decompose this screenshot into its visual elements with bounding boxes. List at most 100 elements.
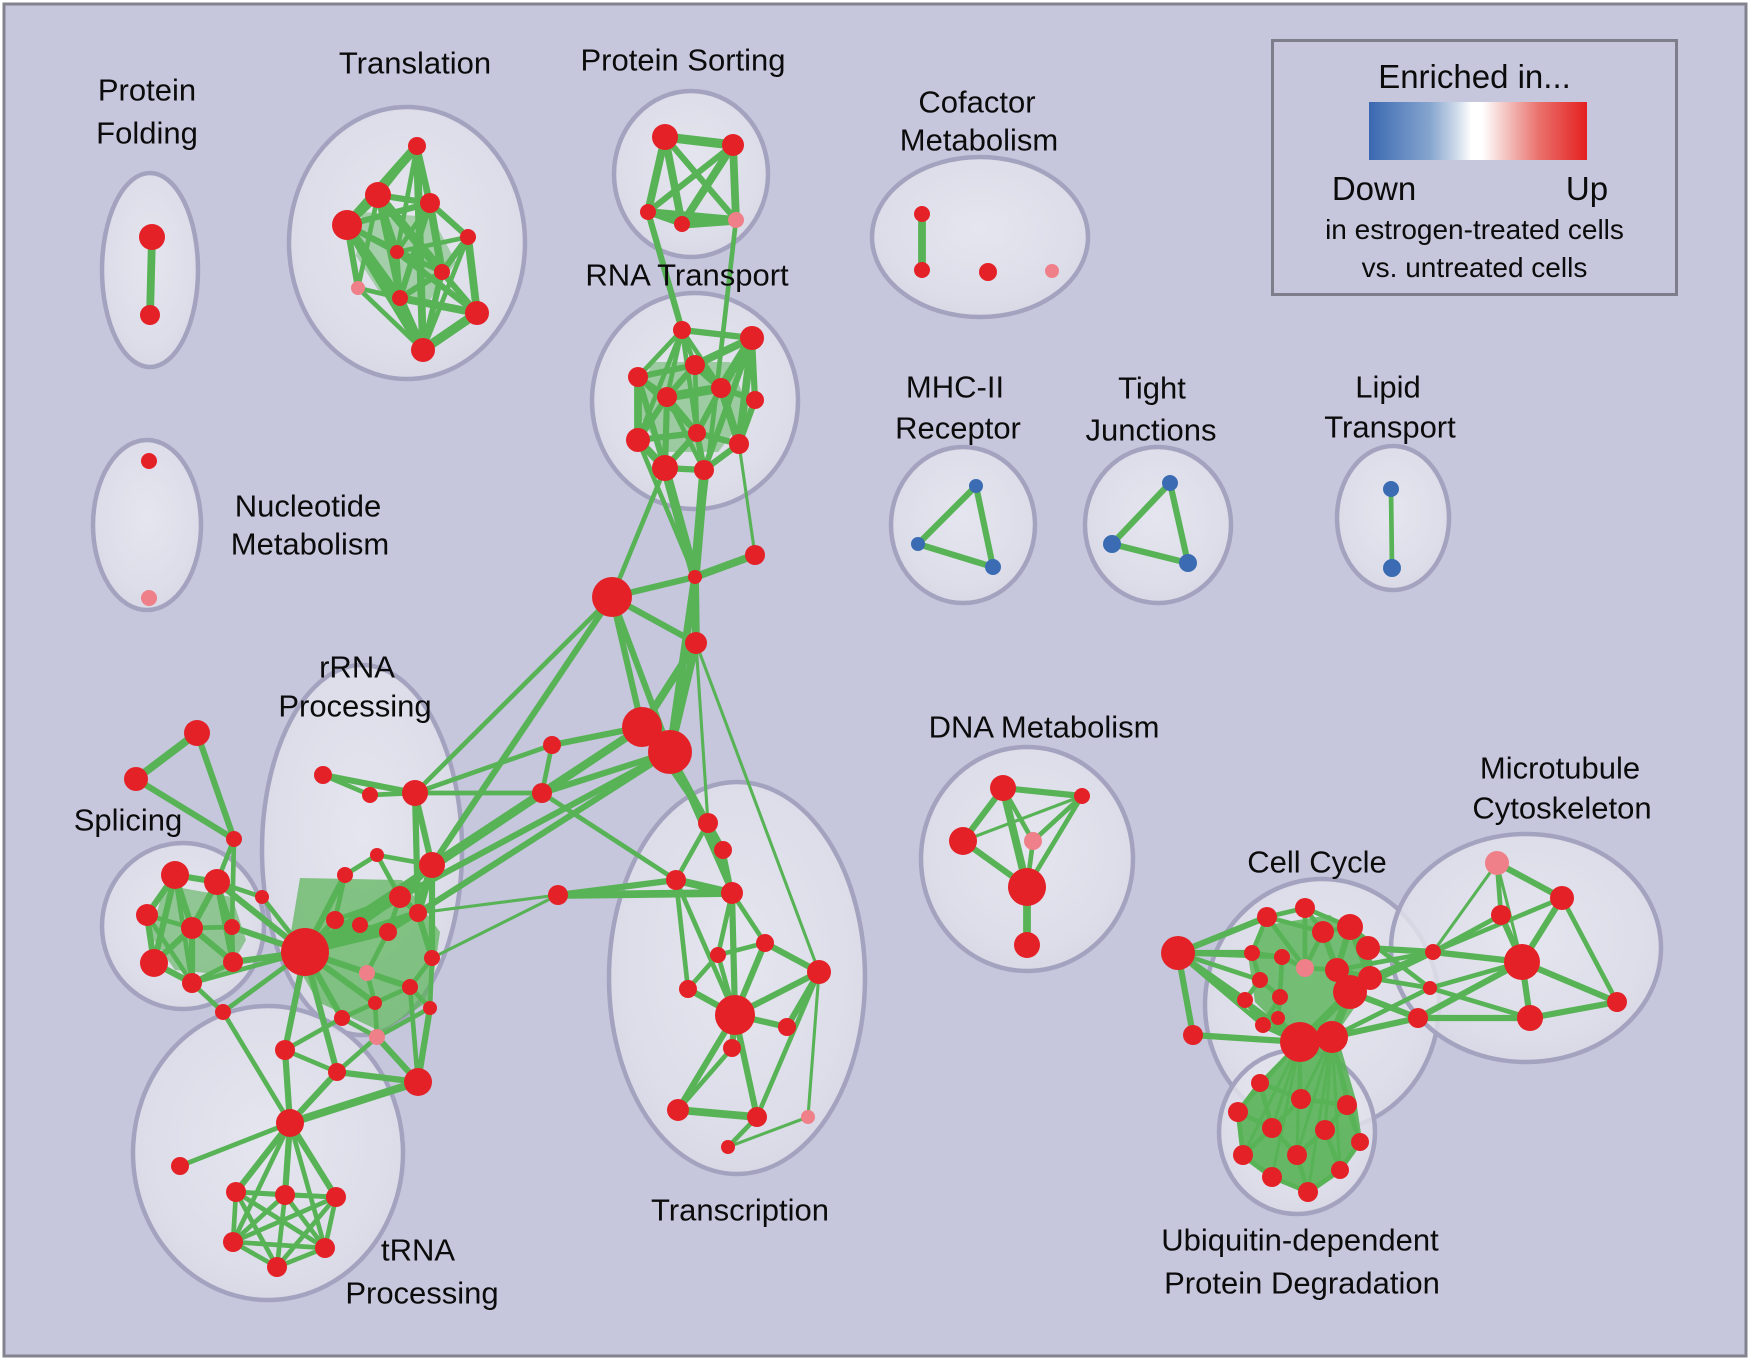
edge (673, 877, 738, 1018)
cluster-label-protein-sorting: Protein Sorting (580, 43, 785, 78)
edge (674, 1106, 761, 1121)
gene-set-node (1262, 1167, 1282, 1187)
edge (737, 442, 757, 557)
edge (1030, 793, 1085, 844)
gene-set-node (408, 137, 426, 155)
gene-set-node (1244, 945, 1260, 961)
gene-set-node (1272, 989, 1288, 1005)
gene-set-node (914, 262, 930, 278)
gene-set-node (911, 537, 925, 551)
gene-set-node (226, 831, 242, 847)
cluster-ellipse-protein-sorting (611, 88, 771, 260)
gene-set-node (275, 1185, 295, 1205)
gene-set-node (666, 870, 686, 890)
edge (355, 192, 381, 291)
cluster-label-ubiquitin-degradation: Ubiquitin-dependent (1161, 1223, 1439, 1258)
gene-set-node (543, 736, 561, 754)
gene-set-node (1351, 1133, 1369, 1151)
cluster-label-splicing: Splicing (74, 803, 183, 838)
gene-set-node (1162, 475, 1178, 491)
edge (644, 208, 686, 334)
cluster-label-lipid-transport: Lipid (1355, 370, 1421, 405)
nodes-layer (124, 124, 1627, 1277)
gene-set-node (979, 263, 997, 281)
gene-set-node (728, 212, 744, 228)
edge (232, 1119, 294, 1196)
gene-set-node (688, 424, 706, 442)
edge (301, 723, 646, 956)
gene-set-node (652, 124, 678, 150)
cluster-label-cell-cycle: Cell Cycle (1247, 845, 1387, 880)
gene-set-node (1228, 1102, 1248, 1122)
gene-set-node (368, 996, 382, 1010)
gene-set-node (182, 973, 202, 993)
edge (1559, 895, 1620, 1005)
gene-set-node (465, 301, 489, 325)
gene-set-node (1183, 1025, 1203, 1045)
gene-set-node (276, 1109, 304, 1137)
gene-set-node (1024, 832, 1042, 850)
gene-set-node (1298, 1182, 1318, 1202)
gene-set-node (1287, 1145, 1307, 1165)
gene-set-node (1325, 958, 1349, 982)
edge (287, 1120, 328, 1251)
gene-set-node (1383, 559, 1401, 577)
gene-set-node (1274, 949, 1290, 965)
gene-set-node (434, 264, 450, 280)
edge (972, 482, 997, 571)
gene-set-node (136, 904, 158, 926)
edge (464, 233, 481, 317)
edge (220, 1009, 293, 1126)
gene-set-node (326, 911, 344, 929)
gene-set-node (1504, 944, 1540, 980)
edge (274, 1194, 339, 1270)
gene-set-node (390, 245, 404, 259)
gene-set-node (1425, 944, 1441, 960)
gene-set-node (1237, 992, 1253, 1008)
edge (538, 748, 674, 797)
edge (230, 1192, 288, 1245)
gene-set-node (1161, 936, 1195, 970)
cluster-label-dna-metabolism: DNA Metabolism (929, 710, 1160, 745)
gene-set-node (714, 841, 732, 859)
gene-set-node (389, 886, 411, 908)
gene-set-node (1014, 932, 1040, 958)
gene-set-node (1337, 914, 1363, 940)
cluster-label-protein-folding: Protein (98, 73, 196, 108)
gene-set-node (351, 281, 365, 295)
gene-set-node (1358, 966, 1382, 990)
edge (661, 133, 686, 228)
cluster-labels-layer: Protein Folding Translation Protein Sorting… (74, 43, 1652, 1311)
edge (407, 984, 421, 1085)
gene-set-node (698, 813, 718, 833)
edge (1427, 985, 1533, 1021)
gene-set-node (223, 952, 243, 972)
legend-down-label: Down (1331, 170, 1417, 207)
edge (419, 268, 446, 354)
gene-set-node (224, 919, 240, 935)
gene-set-node (723, 1039, 741, 1057)
gene-set-node (370, 848, 384, 862)
edge (230, 1120, 293, 1245)
gene-set-node (281, 928, 329, 976)
edge (146, 233, 156, 319)
gene-set-node (626, 428, 650, 452)
edge (430, 893, 560, 960)
cluster-ellipse-mhc-ii-receptor (888, 444, 1038, 606)
edge (635, 327, 685, 380)
gene-set-node (673, 321, 691, 339)
gene-set-node (711, 378, 731, 398)
gene-set-node (365, 182, 391, 208)
gene-set-node (592, 577, 632, 617)
gene-set-node (404, 1068, 432, 1096)
cluster-label-trna-processing: tRNA (381, 1233, 455, 1268)
cluster-label-nucleotide-metabolism: Nucleotide (235, 489, 381, 524)
gene-set-node (423, 1001, 437, 1015)
gene-set-node (652, 455, 678, 481)
legend-subtitle-line2: vs. untreated cells (1361, 252, 1588, 283)
edge (412, 742, 555, 796)
edge (694, 641, 821, 974)
edge (726, 1115, 810, 1149)
